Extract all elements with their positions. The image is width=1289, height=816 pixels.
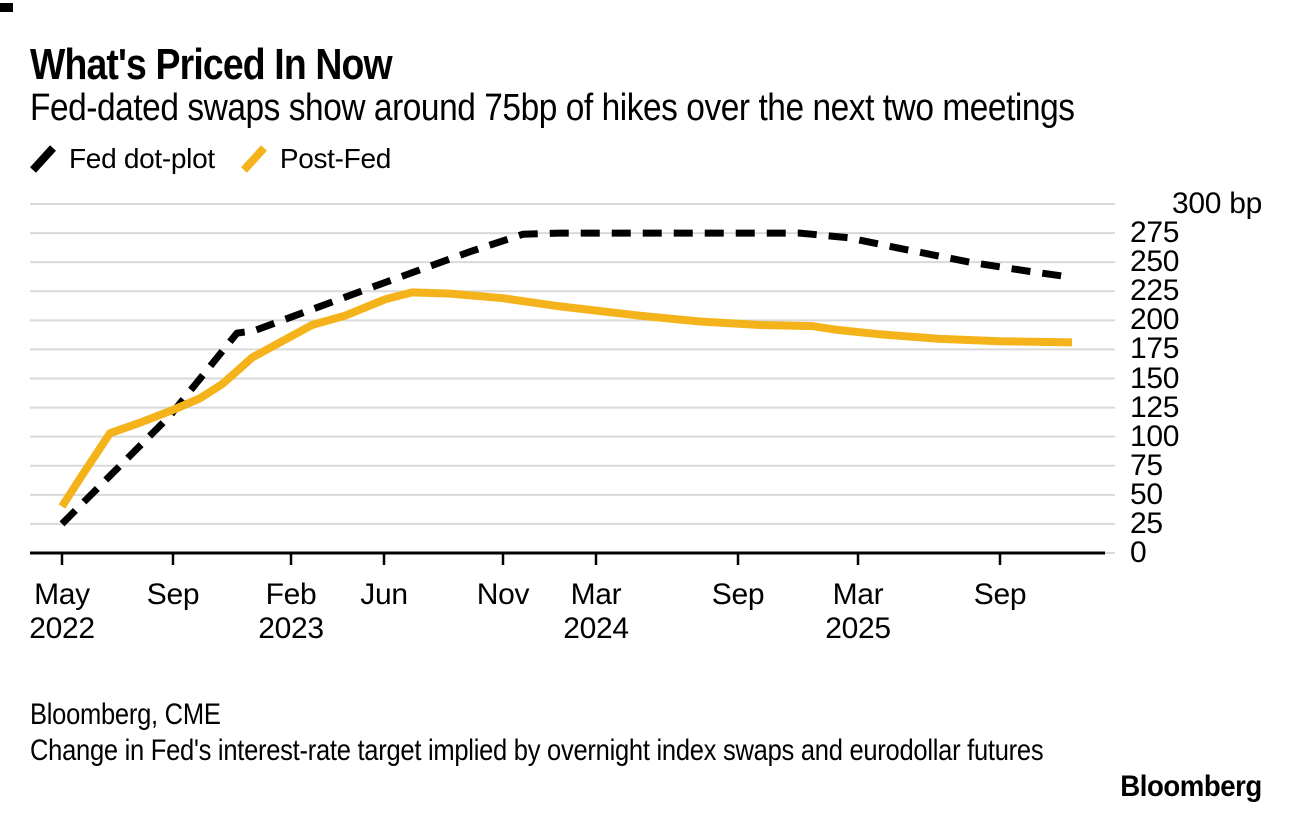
x-axis-tick-label: Sep <box>658 578 818 612</box>
post-fed-swatch-icon <box>240 145 267 173</box>
legend-item-fed-dot-plot: Fed dot-plot <box>28 143 215 175</box>
y-axis-label: 175 <box>1130 332 1180 366</box>
y-axis-label: 125 <box>1130 390 1180 424</box>
brand-mark <box>0 3 13 12</box>
x-axis-month-label: Nov <box>476 578 530 611</box>
x-axis-tick-label: Feb 2023 <box>211 578 371 646</box>
source-line: Bloomberg, CME <box>30 698 221 731</box>
y-axis-label: 150 <box>1130 361 1180 395</box>
x-axis-tick-label: Mar 2025 <box>778 578 938 646</box>
x-axis-year-label: 2025 <box>825 612 891 645</box>
x-axis-month-label: Sep <box>146 578 200 611</box>
x-axis-month-label: Mar <box>832 578 884 611</box>
bloomberg-logo: Bloomberg <box>1120 770 1262 803</box>
y-axis-label: 200 <box>1130 303 1180 337</box>
y-axis-label: 275 <box>1130 216 1180 250</box>
x-axis-tick-label: Jun <box>304 578 464 612</box>
legend-label-post-fed: Post-Fed <box>279 143 392 174</box>
legend-label-fed-dot-plot: Fed dot-plot <box>69 143 215 174</box>
y-axis-label: 250 <box>1130 245 1180 279</box>
x-axis-month-label: Mar <box>570 578 622 611</box>
legend-item-post-fed: Post-Fed <box>239 143 391 175</box>
x-axis-tick-label: Sep <box>920 578 1080 612</box>
x-axis-tick-label: Sep <box>93 578 253 612</box>
page-title: What's Priced In Now <box>30 40 393 89</box>
x-axis-tick-label: Mar 2024 <box>516 578 676 646</box>
x-axis-year-label: 2024 <box>563 612 629 645</box>
x-axis-month-label: Sep <box>973 578 1027 611</box>
series-line-post-fed <box>58 288 1073 509</box>
fed-dot-plot-swatch-icon <box>30 145 56 173</box>
x-axis-month-label: Jun <box>360 578 408 611</box>
y-axis-label: 25 <box>1130 506 1163 540</box>
y-axis-top-label: 300 bp <box>1172 187 1262 220</box>
y-axis-label: 100 <box>1130 419 1180 453</box>
y-axis-label: 225 <box>1130 274 1180 308</box>
x-axis-month-label: Sep <box>711 578 765 611</box>
series-line-fed-dot-plot <box>59 229 1073 527</box>
x-axis-month-label: Feb <box>265 578 317 611</box>
chart-note: Change in Fed's interest-rate target imp… <box>30 734 1044 767</box>
y-axis-label: 50 <box>1130 477 1163 511</box>
legend: Fed dot-plot Post-Fed <box>28 143 391 175</box>
chart-subtitle: Fed-dated swaps show around 75bp of hike… <box>30 87 1075 129</box>
x-axis-tick-label: Nov <box>423 578 583 612</box>
y-axis-label: 75 <box>1130 448 1163 482</box>
x-axis-month-label: May <box>34 578 90 611</box>
x-axis-tick-label: May 2022 <box>0 578 142 646</box>
y-axis-label: 0 <box>1130 536 1147 569</box>
x-axis-year-label: 2022 <box>29 612 95 645</box>
x-axis-year-label: 2023 <box>258 612 324 645</box>
